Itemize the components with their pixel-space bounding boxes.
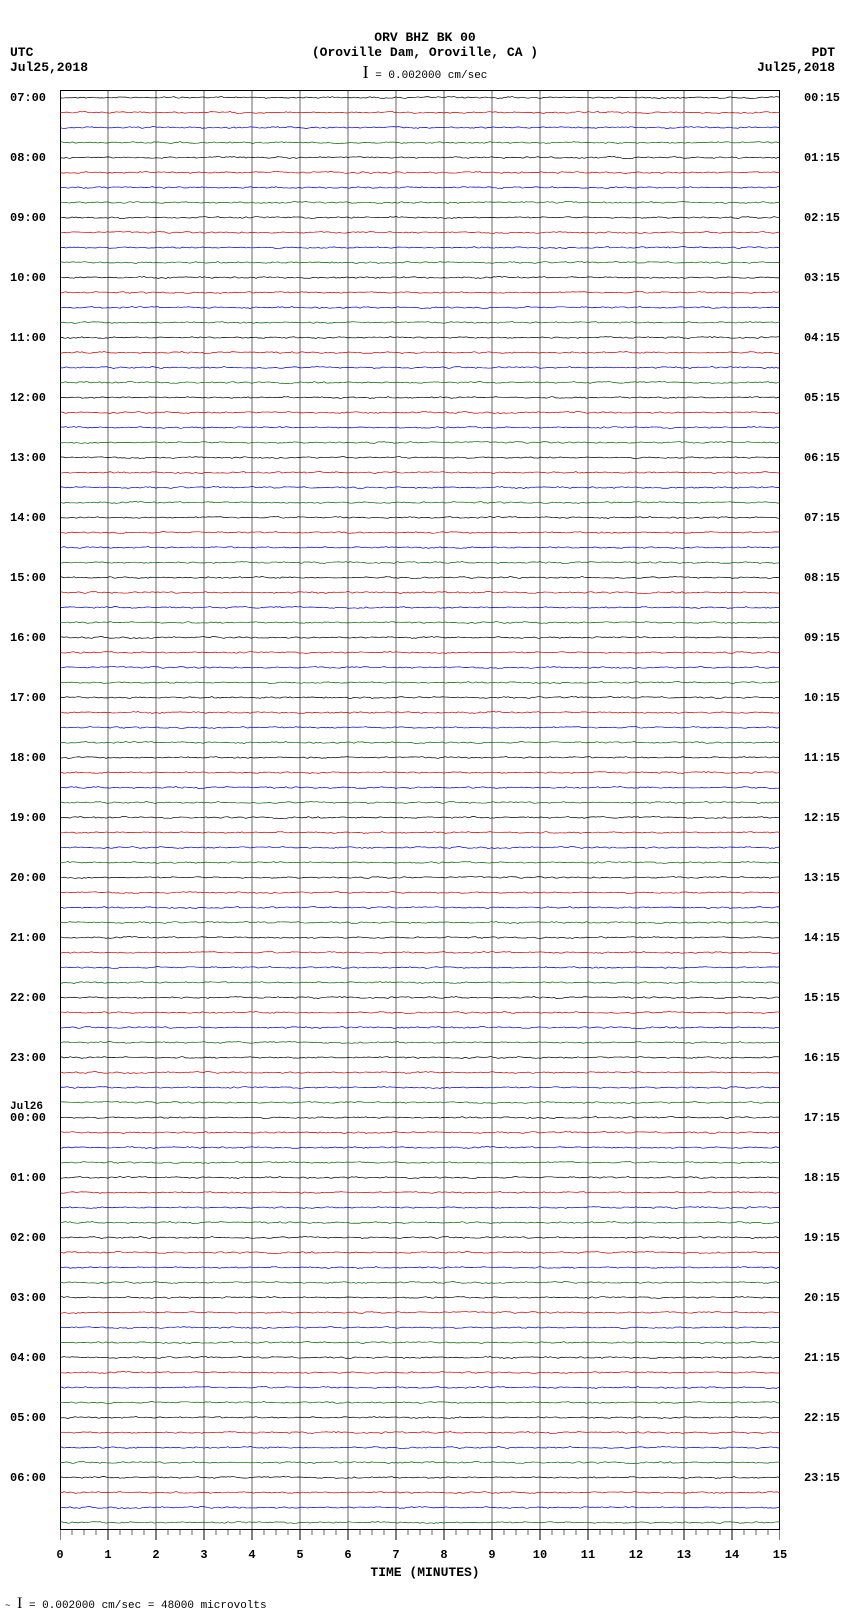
utc-label: 03:00 (10, 1291, 46, 1305)
x-tick: 8 (440, 1548, 447, 1562)
pdt-label: 19:15 (804, 1231, 840, 1245)
utc-label: 19:00 (10, 811, 46, 825)
pdt-label: 20:15 (804, 1291, 840, 1305)
pdt-label: 14:15 (804, 931, 840, 945)
station-title: ORV BHZ BK 00 (0, 30, 850, 45)
utc-label: 15:00 (10, 571, 46, 585)
date-left: Jul25,2018 (10, 60, 88, 75)
seismogram-container: ORV BHZ BK 00 (Oroville Dam, Oroville, C… (0, 0, 850, 1613)
x-tick: 15 (773, 1548, 787, 1562)
date-right: Jul25,2018 (757, 60, 835, 75)
timezone-right: PDT (812, 45, 835, 60)
pdt-label: 03:15 (804, 271, 840, 285)
x-axis-title: TIME (MINUTES) (0, 1565, 850, 1580)
pdt-label: 17:15 (804, 1111, 840, 1125)
utc-label: 20:00 (10, 871, 46, 885)
pdt-label: 06:15 (804, 451, 840, 465)
pdt-label: 10:15 (804, 691, 840, 705)
seismogram-plot (60, 90, 780, 1530)
pdt-label: 23:15 (804, 1471, 840, 1485)
utc-label: 10:00 (10, 271, 46, 285)
utc-label: 18:00 (10, 751, 46, 765)
x-tick: 3 (200, 1548, 207, 1562)
x-tick: 9 (488, 1548, 495, 1562)
utc-label: 02:00 (10, 1231, 46, 1245)
utc-label: 01:00 (10, 1171, 46, 1185)
utc-label: 11:00 (10, 331, 46, 345)
utc-label: 22:00 (10, 991, 46, 1005)
utc-label: 05:00 (10, 1411, 46, 1425)
utc-label: 07:00 (10, 91, 46, 105)
pdt-label: 18:15 (804, 1171, 840, 1185)
pdt-label: 04:15 (804, 331, 840, 345)
x-tick: 4 (248, 1548, 255, 1562)
pdt-label: 21:15 (804, 1351, 840, 1365)
pdt-label: 13:15 (804, 871, 840, 885)
x-tick: 6 (344, 1548, 351, 1562)
utc-label: 14:00 (10, 511, 46, 525)
utc-label: 21:00 (10, 931, 46, 945)
utc-label: 12:00 (10, 391, 46, 405)
utc-label: 16:00 (10, 631, 46, 645)
utc-label: 13:00 (10, 451, 46, 465)
pdt-label: 22:15 (804, 1411, 840, 1425)
pdt-label: 11:15 (804, 751, 840, 765)
x-tick: 14 (725, 1548, 739, 1562)
scale-indicator: I = 0.002000 cm/sec (0, 62, 850, 83)
pdt-label: 15:15 (804, 991, 840, 1005)
footer-scale: ~ I = 0.002000 cm/sec = 48000 microvolts (5, 1595, 267, 1613)
pdt-label: 02:15 (804, 211, 840, 225)
pdt-label: 05:15 (804, 391, 840, 405)
pdt-label: 16:15 (804, 1051, 840, 1065)
utc-label: 23:00 (10, 1051, 46, 1065)
timezone-left: UTC (10, 45, 33, 60)
x-tick: 10 (533, 1548, 547, 1562)
pdt-label: 00:15 (804, 91, 840, 105)
x-tick: 0 (56, 1548, 63, 1562)
utc-label: 04:00 (10, 1351, 46, 1365)
pdt-label: 09:15 (804, 631, 840, 645)
pdt-label: 08:15 (804, 571, 840, 585)
x-tick: 13 (677, 1548, 691, 1562)
utc-label: 08:00 (10, 151, 46, 165)
x-tick: 7 (392, 1548, 399, 1562)
pdt-label: 07:15 (804, 511, 840, 525)
x-tick: 2 (152, 1548, 159, 1562)
x-tick: 12 (629, 1548, 643, 1562)
utc-label: 09:00 (10, 211, 46, 225)
pdt-label: 12:15 (804, 811, 840, 825)
utc-label: 06:00 (10, 1471, 46, 1485)
utc-label: 00:00 (10, 1111, 46, 1125)
station-subtitle: (Oroville Dam, Oroville, CA ) (0, 45, 850, 60)
utc-label: 17:00 (10, 691, 46, 705)
x-tick: 11 (581, 1548, 595, 1562)
pdt-label: 01:15 (804, 151, 840, 165)
x-tick: 5 (296, 1548, 303, 1562)
x-tick: 1 (104, 1548, 111, 1562)
